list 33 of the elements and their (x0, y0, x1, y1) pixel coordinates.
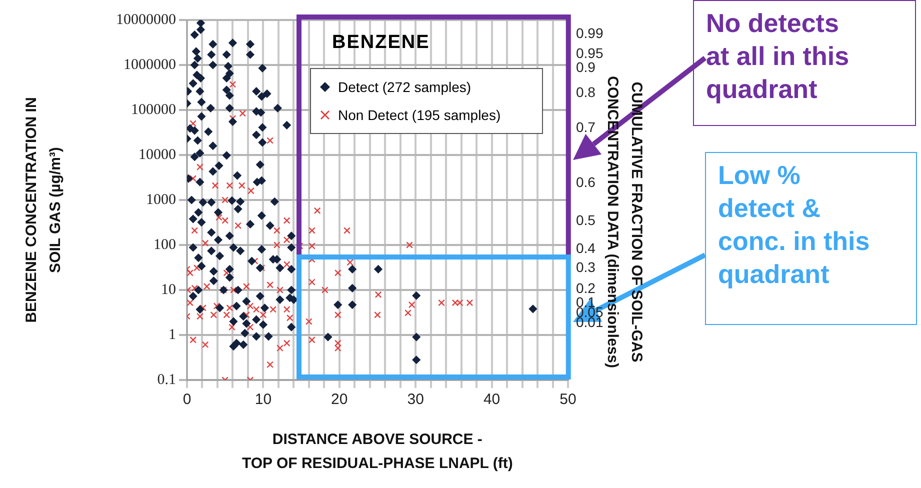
y-tick-label: 1 (168, 326, 176, 343)
x-tick-label: 50 (560, 391, 576, 408)
legend-label: Non Detect (195 samples) (338, 107, 501, 123)
y2-axis-title: CUMULATIVE FRACTION OF SOIL-GAS CONCENTRATION DATA (dimensionless) (604, 76, 645, 368)
text: 0.4 (576, 240, 596, 256)
y-tick-label: 10000 (138, 146, 176, 163)
text: 0.2 (576, 280, 596, 296)
text: 0.6 (576, 174, 596, 190)
x-tick-label: 0 (182, 391, 192, 408)
y-tick-label: 10 (161, 282, 176, 298)
y-axis-title: BENZENE CONCENTRATION IN SOIL GAS (µg/m³) (22, 97, 65, 323)
text: 0.5 (576, 212, 596, 228)
text: 0.99 (576, 25, 604, 41)
legend-title: BENZENE (332, 32, 431, 54)
y-tick-label: 100 (154, 236, 176, 253)
x-tick-label: 20 (331, 391, 348, 408)
y-tick-label: 1000000 (124, 56, 176, 73)
x-tick-label: 30 (407, 391, 424, 408)
legend-label: Detect (272 samples) (338, 79, 472, 95)
text: 0.9 (576, 59, 596, 75)
text: 0.3 (576, 259, 596, 275)
x-tick-label: 40 (483, 391, 500, 408)
text: No detects at all in this quadrant (693, 0, 916, 126)
text: 0.7 (576, 119, 596, 135)
y-tick-label: 100000 (131, 102, 176, 118)
text: 0.95 (576, 45, 604, 61)
y-tick-label: 1000 (146, 192, 176, 208)
x-tick-label: 10 (254, 391, 272, 408)
y-tick-label: 0.1 (157, 372, 176, 388)
text: Low % detect & conc. in this quadrant (705, 152, 917, 325)
text: 0.8 (576, 84, 596, 100)
x-axis-title: DISTANCE ABOVE SOURCE - TOP OF RESIDUAL-PHASE LNAPL (ft) (242, 430, 513, 474)
y-tick-label: 10000000 (116, 12, 176, 28)
